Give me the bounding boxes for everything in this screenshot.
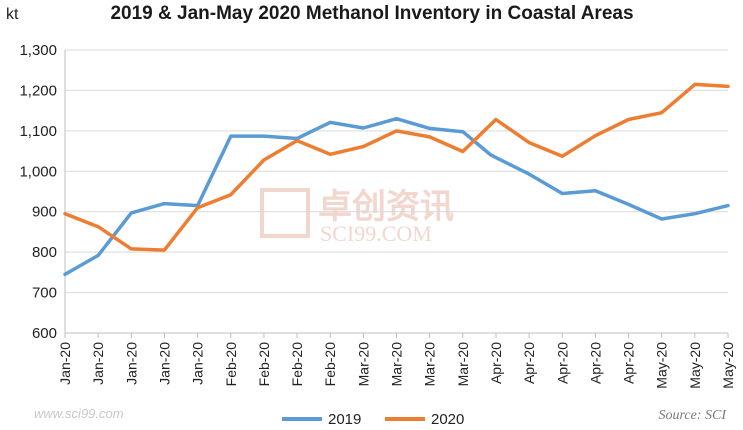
source-note: Source: SCI — [658, 408, 727, 423]
x-tick-label: Jan-20 — [123, 342, 139, 385]
legend-label-2020: 2020 — [431, 411, 464, 428]
data-point-2020 — [428, 135, 431, 139]
x-tick-label: Apr-20 — [587, 342, 603, 384]
data-point-2019 — [362, 126, 365, 130]
x-tick-label: Feb-20 — [256, 342, 272, 387]
x-tick-label: Feb-20 — [223, 342, 239, 387]
data-point-2019 — [489, 153, 493, 157]
data-point-2019 — [395, 117, 398, 120]
x-tick-label: Mar-20 — [355, 342, 371, 387]
data-point-2020 — [395, 129, 398, 133]
x-tick-label: Apr-20 — [554, 342, 570, 384]
watermark: 卓创资讯 SCI99.COM www.sci99.com — [34, 188, 454, 421]
data-point-2020 — [594, 134, 597, 137]
data-point-2019 — [461, 130, 464, 133]
x-tick-label: Apr-20 — [621, 342, 637, 384]
data-point-2019 — [627, 203, 630, 206]
y-tick-label: 700 — [32, 285, 57, 302]
data-point-2020 — [561, 155, 564, 158]
watermark-corner-text: www.sci99.com — [34, 406, 124, 421]
data-point-2019 — [329, 121, 332, 124]
data-point-2020 — [262, 158, 266, 162]
x-tick-label: Jan-20 — [57, 342, 73, 385]
data-point-2020 — [163, 248, 166, 252]
data-point-2020 — [130, 247, 133, 251]
data-point-2019 — [726, 204, 730, 207]
x-tick-label: May-20 — [720, 342, 736, 389]
watermark-text-cn: 卓创资讯 — [318, 188, 454, 226]
data-point-2020 — [726, 85, 730, 88]
watermark-logo — [260, 188, 310, 238]
y-axis: 600 700 800 900 1,000 1,100 1,200 1,300 — [19, 42, 57, 342]
data-point-2020 — [63, 212, 67, 215]
x-tick-label: Mar-20 — [389, 342, 405, 387]
data-point-2019 — [527, 172, 531, 176]
data-point-2019 — [229, 134, 232, 138]
x-tick-label: Apr-20 — [488, 342, 504, 384]
x-tick-label: Jan-20 — [156, 342, 172, 385]
y-tick-label: 800 — [32, 244, 57, 261]
x-tick-label: Mar-20 — [422, 342, 438, 387]
data-point-2020 — [196, 206, 199, 209]
data-point-2019 — [561, 192, 564, 195]
data-point-2020 — [693, 83, 697, 86]
x-tick-label: Feb-20 — [289, 342, 305, 387]
x-tick-label: Apr-20 — [521, 342, 537, 384]
y-tick-label: 600 — [32, 325, 57, 342]
legend-label-2019: 2019 — [328, 411, 361, 428]
data-point-2020 — [627, 118, 630, 121]
y-tick-label: 1,200 — [19, 82, 57, 99]
y-unit-label: kt — [6, 6, 19, 23]
data-point-2020 — [527, 141, 531, 144]
x-tick-label: May-20 — [687, 342, 703, 389]
y-tick-label: 1,300 — [19, 42, 57, 59]
data-point-2019 — [693, 212, 697, 215]
y-tick-label: 1,000 — [19, 163, 57, 180]
x-axis: Jan-20 Jan-20 Jan-20 Jan-20 Jan-20 Feb-20 Feb-… — [57, 333, 736, 389]
data-point-2020 — [229, 193, 232, 196]
data-point-2019 — [660, 217, 663, 221]
x-tick-label: Jan-20 — [90, 342, 106, 385]
data-point-2019 — [97, 254, 100, 257]
data-point-2019 — [130, 211, 133, 215]
data-point-2019 — [163, 202, 166, 205]
x-tick-label: Feb-20 — [322, 342, 338, 387]
data-point-2020 — [461, 150, 464, 153]
chart-title: 2019 & Jan-May 2020 Methanol Inventory i… — [110, 3, 633, 24]
x-tick-label: May-20 — [654, 342, 670, 389]
legend: 2019 2020 — [282, 411, 464, 428]
data-point-2020 — [660, 111, 663, 114]
data-point-2020 — [295, 139, 299, 142]
data-point-2019 — [428, 127, 431, 130]
data-point-2019 — [63, 273, 67, 276]
y-tick-label: 1,100 — [19, 123, 57, 140]
watermark-text-en: SCI99.COM — [320, 221, 432, 246]
data-point-2020 — [362, 145, 365, 148]
data-point-2019 — [594, 189, 597, 192]
series-lines — [63, 82, 730, 277]
data-point-2019 — [262, 134, 266, 138]
data-point-2020 — [329, 153, 332, 156]
x-tick-label: Mar-20 — [455, 342, 471, 387]
x-tick-label: Jan-20 — [190, 342, 206, 385]
data-point-2020 — [97, 225, 100, 228]
y-tick-label: 900 — [32, 204, 57, 221]
data-point-2020 — [494, 118, 498, 121]
